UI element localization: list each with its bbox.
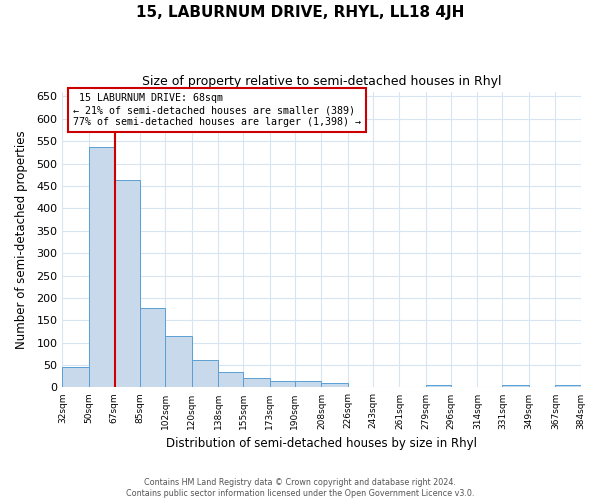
Bar bbox=[62, 367, 89, 388]
Y-axis label: Number of semi-detached properties: Number of semi-detached properties bbox=[15, 130, 28, 349]
Bar bbox=[192, 360, 218, 388]
Bar bbox=[140, 308, 166, 388]
Bar bbox=[89, 148, 114, 388]
Bar bbox=[166, 336, 192, 388]
Bar bbox=[244, 378, 270, 388]
Text: Contains HM Land Registry data © Crown copyright and database right 2024.
Contai: Contains HM Land Registry data © Crown c… bbox=[126, 478, 474, 498]
Bar bbox=[114, 180, 140, 388]
Bar bbox=[502, 385, 529, 388]
Bar bbox=[556, 385, 581, 388]
Bar bbox=[295, 380, 322, 388]
Title: Size of property relative to semi-detached houses in Rhyl: Size of property relative to semi-detach… bbox=[142, 75, 501, 88]
Bar bbox=[426, 385, 451, 388]
Text: 15 LABURNUM DRIVE: 68sqm 
← 21% of semi-detached houses are smaller (389)
77% of: 15 LABURNUM DRIVE: 68sqm ← 21% of semi-d… bbox=[73, 94, 361, 126]
Bar bbox=[218, 372, 244, 388]
X-axis label: Distribution of semi-detached houses by size in Rhyl: Distribution of semi-detached houses by … bbox=[166, 437, 477, 450]
Text: 15, LABURNUM DRIVE, RHYL, LL18 4JH: 15, LABURNUM DRIVE, RHYL, LL18 4JH bbox=[136, 5, 464, 20]
Bar bbox=[322, 383, 348, 388]
Bar bbox=[270, 380, 295, 388]
